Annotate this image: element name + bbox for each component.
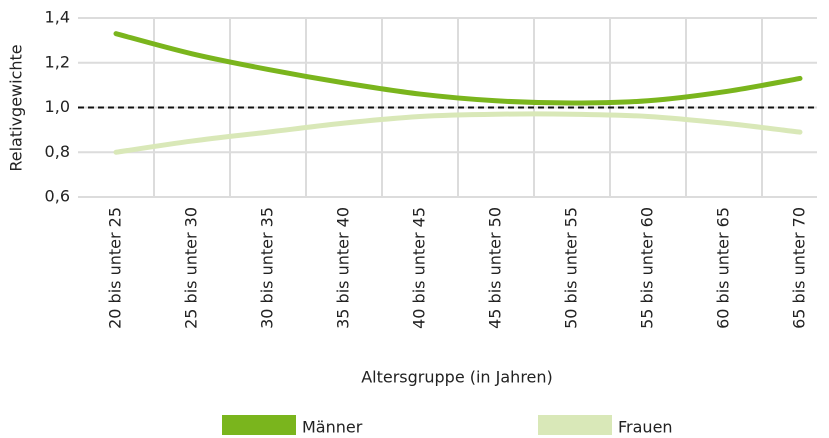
y-tick-label: 1,4: [45, 8, 70, 27]
line-series: [113, 111, 803, 155]
legend-swatch: [538, 415, 612, 435]
x-tick-label: 60 bis unter 65: [714, 207, 733, 329]
y-axis-title: Relativgewichte: [7, 44, 26, 171]
legend-label: Frauen: [618, 418, 673, 437]
x-tick-label: 40 bis unter 45: [410, 207, 429, 329]
legend-swatch: [222, 415, 296, 435]
x-axis-title: Altersgruppe (in Jahren): [361, 368, 553, 387]
legend-label: Männer: [302, 418, 363, 437]
x-tick-label: 50 bis unter 55: [562, 207, 581, 329]
x-tick-label: 35 bis unter 40: [334, 207, 353, 329]
x-tick-label: 65 bis unter 70: [790, 207, 809, 329]
x-tick-label: 25 bis unter 30: [182, 207, 201, 329]
x-tick-label: 55 bis unter 60: [638, 207, 657, 329]
y-tick-label: 1,2: [45, 52, 70, 71]
y-tick-label: 0,8: [45, 142, 70, 161]
y-tick-label: 1,0: [45, 97, 70, 116]
y-tick-label: 0,6: [45, 187, 70, 206]
x-tick-label: 45 bis unter 50: [486, 207, 505, 329]
line-series: [113, 31, 803, 106]
x-tick-label: 20 bis unter 25: [106, 207, 125, 329]
x-tick-label: 30 bis unter 35: [258, 207, 277, 329]
